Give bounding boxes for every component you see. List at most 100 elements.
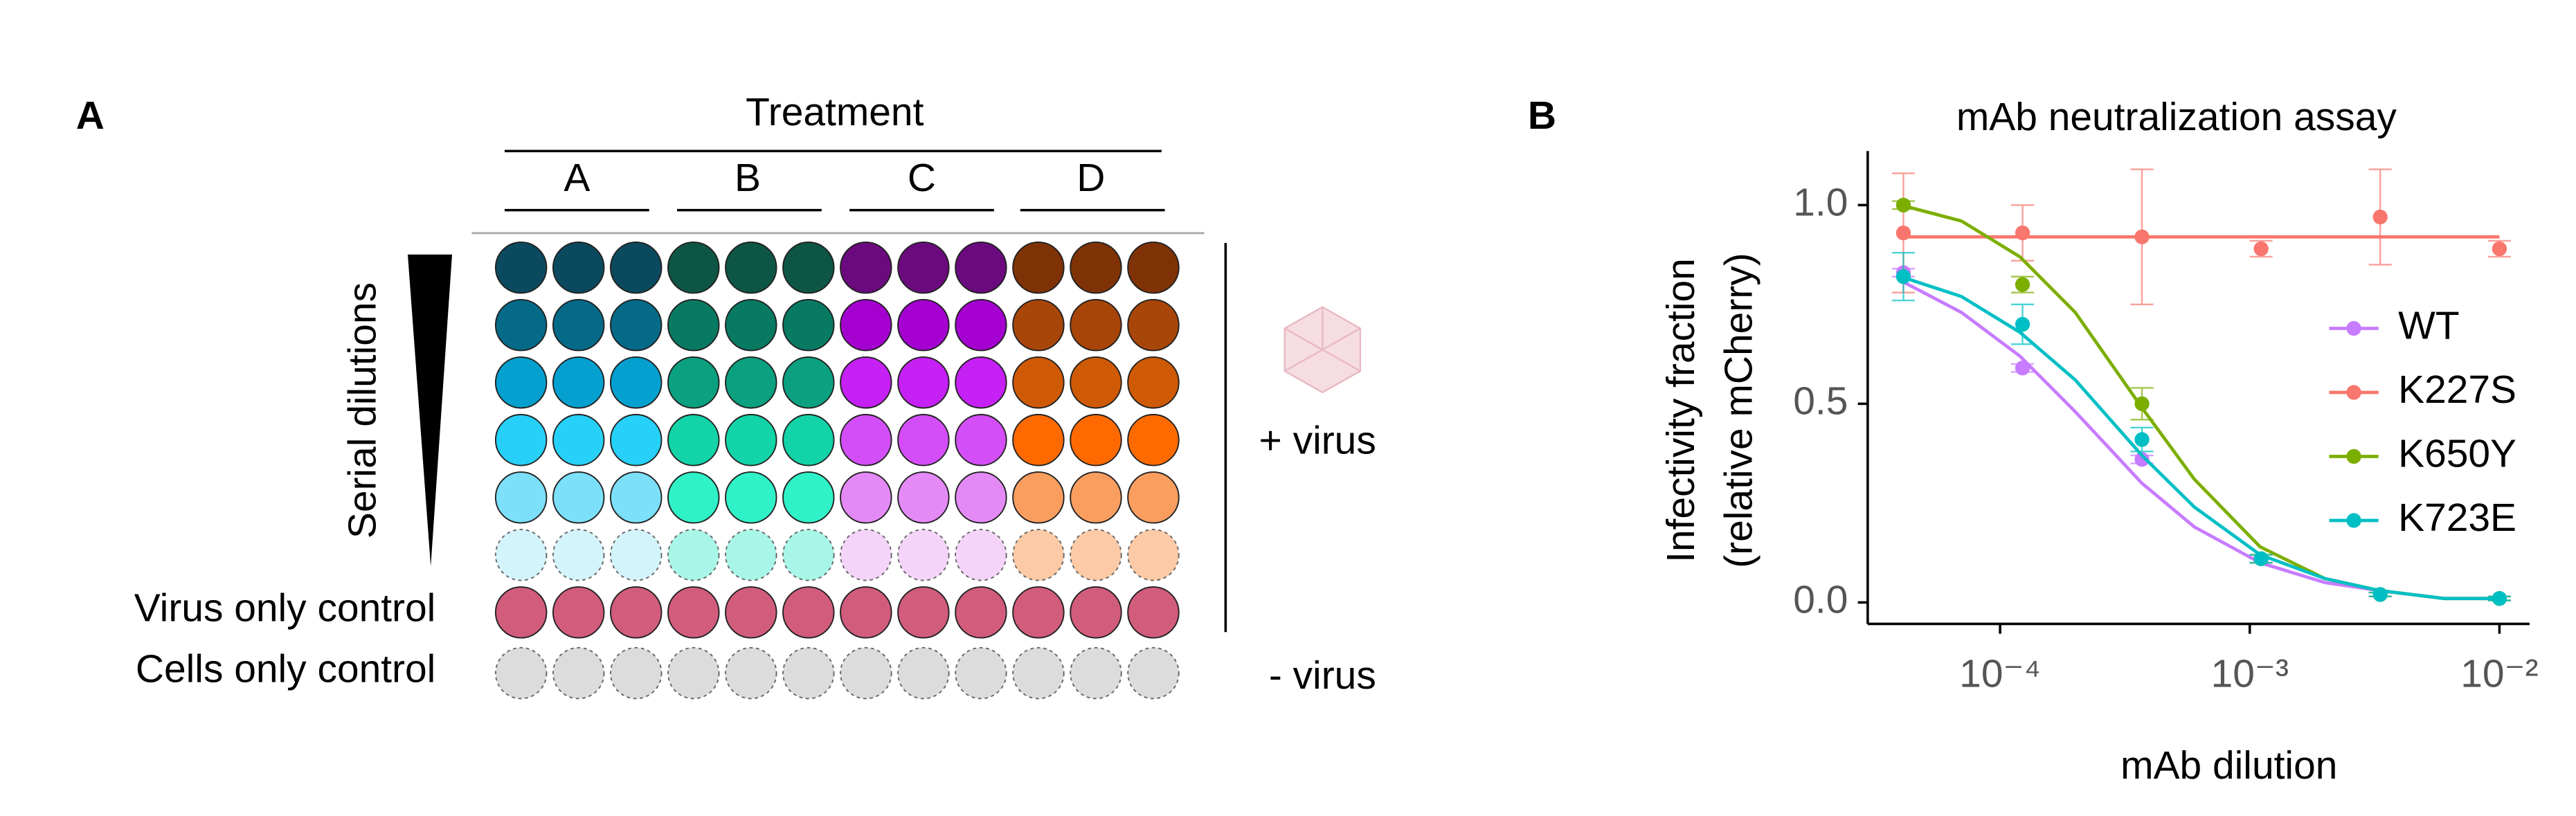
well [1012, 646, 1065, 700]
well [782, 356, 835, 409]
y-axis-label: (relative mCherry) [1716, 253, 1760, 568]
point [2015, 225, 2030, 241]
y-tick-label: 0.5 [1793, 379, 1848, 423]
well [494, 646, 548, 700]
well [782, 471, 835, 524]
x-tick-label: 10⁻⁴ [1959, 651, 2041, 696]
y-axis-label: Infectivity fraction [1659, 258, 1703, 563]
well [897, 529, 950, 581]
point [2134, 432, 2150, 447]
well [667, 241, 720, 294]
legend-marker [2346, 320, 2361, 336]
well [667, 414, 720, 466]
well [1127, 529, 1180, 581]
well [1127, 646, 1180, 700]
series [1891, 252, 2512, 606]
point [2015, 277, 2030, 292]
well [955, 586, 1007, 639]
point [1895, 197, 1911, 213]
well [782, 298, 835, 352]
point [2492, 591, 2507, 606]
y-tick-label: 0.0 [1793, 577, 1848, 622]
well [610, 529, 663, 581]
well [1012, 356, 1065, 409]
well [494, 414, 548, 466]
legend-marker [2346, 513, 2361, 528]
well [494, 586, 548, 639]
well [840, 241, 892, 294]
well [1012, 586, 1065, 639]
point [2134, 396, 2150, 412]
well [552, 471, 605, 524]
well [897, 414, 950, 466]
group-label: B [735, 156, 761, 200]
well [1070, 646, 1122, 700]
well [955, 529, 1007, 581]
well [667, 529, 720, 581]
well [610, 356, 663, 409]
well [897, 241, 950, 294]
minus-virus-label: - virus [1269, 653, 1376, 698]
well [955, 414, 1007, 466]
group-label: C [908, 156, 936, 200]
well [1127, 586, 1180, 639]
well [1070, 529, 1122, 581]
y-tick-label: 1.0 [1793, 180, 1848, 224]
well [897, 586, 950, 639]
well [1070, 356, 1122, 409]
well [782, 646, 835, 700]
serial-dilutions-label: Serial dilutions [340, 282, 384, 538]
well [955, 298, 1007, 352]
x-tick-label: 10⁻² [2460, 651, 2538, 696]
well [494, 529, 548, 581]
well [1127, 241, 1180, 294]
point [2015, 361, 2030, 376]
well [494, 241, 548, 294]
well [667, 298, 720, 352]
legend-marker [2346, 385, 2361, 400]
well [1070, 586, 1122, 639]
well [1070, 471, 1122, 524]
well [610, 586, 663, 639]
well [840, 356, 892, 409]
well [725, 414, 777, 466]
point [2492, 241, 2507, 257]
point [2015, 316, 2030, 332]
well [840, 529, 892, 581]
well [955, 646, 1007, 700]
chart-title: mAb neutralization assay [1956, 95, 2397, 139]
well [1012, 241, 1065, 294]
well [1012, 529, 1065, 581]
group-label: D [1077, 156, 1105, 200]
well [782, 241, 835, 294]
well [840, 646, 892, 700]
well [1012, 414, 1065, 466]
well [1070, 414, 1122, 466]
well [725, 586, 777, 639]
well [897, 298, 950, 352]
well [782, 529, 835, 581]
point [2372, 209, 2388, 225]
well [1127, 414, 1180, 466]
well [782, 586, 835, 639]
well [1070, 241, 1122, 294]
well [1127, 471, 1180, 524]
well [1070, 298, 1122, 352]
well [552, 646, 605, 700]
well [552, 298, 605, 352]
point [1895, 225, 1911, 241]
well [552, 241, 605, 294]
point [2253, 241, 2269, 257]
legend-marker [2346, 448, 2361, 464]
well [1127, 356, 1180, 409]
well [955, 241, 1007, 294]
well [1012, 298, 1065, 352]
well [897, 471, 950, 524]
treatment-label: Treatment [746, 90, 924, 134]
plus-virus-label: + virus [1259, 419, 1376, 463]
well [610, 414, 663, 466]
well [725, 471, 777, 524]
well [1127, 298, 1180, 352]
